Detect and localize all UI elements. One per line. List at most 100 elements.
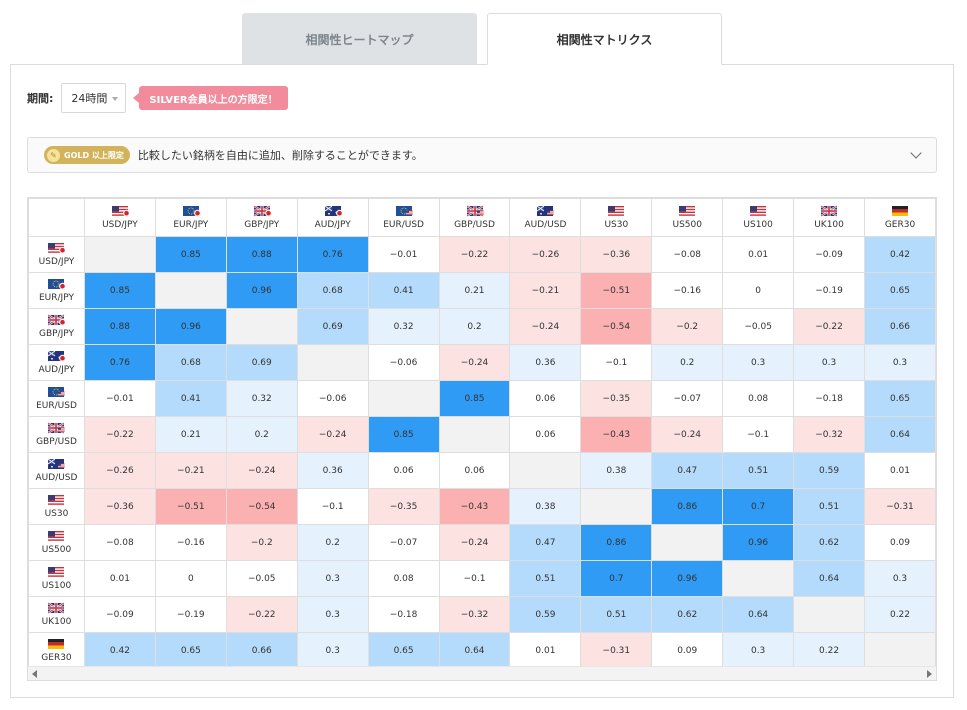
row-header-label: US30 — [44, 508, 69, 519]
correlation-cell: 0.86 — [580, 524, 653, 561]
correlation-cell: −0.43 — [580, 416, 653, 453]
column-header-label: GER30 — [884, 219, 916, 230]
correlation-cell: 0.64 — [864, 416, 936, 453]
tab-correlation-heatmap[interactable]: 相関性ヒートマップ — [242, 13, 477, 65]
correlation-cell: −0.51 — [154, 488, 227, 525]
gold-badge: ✎ GOLD 以上限定 — [44, 146, 130, 164]
correlation-cell: 0.96 — [154, 308, 227, 345]
correlation-cell: 0.3 — [722, 344, 795, 381]
correlation-cell: −0.1 — [722, 416, 795, 453]
flag-icon — [892, 205, 908, 216]
flag-icon — [48, 494, 65, 505]
scroll-right-icon[interactable] — [927, 670, 932, 678]
matrix-row: UK100 −0.09 −0.19 −0.22 0.3 −0.18 −0.32 0.59 0.5… — [28, 596, 936, 633]
correlation-cell: 0.21 — [438, 272, 511, 309]
scroll-left-icon[interactable] — [32, 670, 37, 678]
correlation-cell: 0 — [722, 272, 795, 309]
correlation-cell: 0.06 — [509, 416, 582, 453]
gold-feature-bar[interactable]: ✎ GOLD 以上限定 比較したい銘柄を自由に追加、削除することができます。 — [27, 137, 937, 173]
correlation-cell: 0.41 — [154, 380, 227, 417]
matrix-row: EUR/JPY 0.85 0.96 0.68 0.41 0.21 −0.21 −0.51 −0.… — [28, 272, 936, 309]
chevron-down-icon[interactable] — [910, 147, 922, 159]
flag-icon — [608, 205, 625, 216]
caret-down-icon — [112, 97, 119, 101]
period-value: 24時間 — [71, 92, 108, 105]
column-header: GBP/JPY — [225, 198, 298, 237]
correlation-cell: −0.19 — [793, 272, 865, 309]
correlation-cell: 0.65 — [864, 380, 936, 417]
diagonal-cell — [296, 344, 369, 381]
correlation-cell: −0.22 — [83, 416, 156, 453]
diagonal-cell — [438, 416, 511, 453]
row-header: EUR/JPY — [28, 272, 85, 309]
diagonal-cell — [651, 524, 724, 561]
correlation-cell: −0.22 — [225, 596, 298, 633]
correlation-cell: −0.36 — [580, 236, 653, 273]
correlation-cell: 0.08 — [722, 380, 795, 417]
correlation-cell: −0.32 — [793, 416, 865, 453]
correlation-cell: 0.51 — [509, 560, 582, 597]
period-select[interactable]: 24時間 — [61, 83, 127, 113]
row-header: USD/JPY — [28, 236, 85, 273]
correlation-cell: 0.47 — [651, 452, 724, 489]
correlation-cell: −0.1 — [296, 488, 369, 525]
column-header-label: US100 — [743, 219, 773, 230]
correlation-cell: −0.31 — [864, 488, 936, 525]
correlation-cell: −0.05 — [225, 560, 298, 597]
column-header-label: US500 — [672, 219, 702, 230]
correlation-cell: −0.06 — [367, 344, 440, 381]
column-header-label: EUR/JPY — [173, 219, 209, 230]
correlation-cell: −0.08 — [651, 236, 724, 273]
correlation-cell: 0.3 — [864, 560, 936, 597]
correlation-cell: 0.3 — [864, 344, 936, 381]
row-header: UK100 — [28, 596, 85, 633]
correlation-table: USD/JPY EUR/JPY GBP/JPY AUD/JPY EUR/USD GBP/U… — [28, 198, 936, 669]
column-header-label: GBP/USD — [454, 219, 495, 230]
flag-icon — [679, 205, 696, 216]
horizontal-scrollbar[interactable] — [28, 666, 936, 680]
column-header-label: EUR/USD — [383, 219, 424, 230]
correlation-cell: 0.21 — [154, 416, 227, 453]
correlation-cell: 0.69 — [225, 344, 298, 381]
correlation-cell: 0.08 — [367, 560, 440, 597]
matrix-row: US100 0.01 0 −0.05 0.3 0.08 −0.1 0.51 0.7 0.96 0.6… — [28, 560, 936, 597]
flag-icon — [324, 205, 343, 217]
correlation-cell: −0.24 — [438, 344, 511, 381]
column-header-label: USD/JPY — [102, 219, 138, 230]
column-header: EUR/JPY — [154, 198, 227, 237]
correlation-cell: −0.43 — [438, 488, 511, 525]
flag-icon — [47, 421, 66, 434]
correlation-cell: 0.32 — [225, 380, 298, 417]
correlation-cell: 0.62 — [651, 596, 724, 633]
matrix-row: GER30 0.42 0.65 0.66 0.3 0.65 0.64 0.01 −0.31 0.0… — [28, 632, 936, 669]
correlation-cell: 0.01 — [722, 236, 795, 273]
correlation-cell: 0.2 — [296, 524, 369, 561]
row-header: GBP/JPY — [28, 308, 85, 345]
correlation-cell: 0.65 — [367, 632, 440, 669]
correlation-cell: 0.06 — [367, 452, 440, 489]
gold-coin-icon: ✎ — [47, 148, 60, 162]
correlation-cell: 0.2 — [438, 308, 511, 345]
tab-bar: 相関性ヒートマップ 相関性マトリクス — [242, 13, 722, 65]
row-header-label: AUD/USD — [35, 472, 78, 483]
correlation-cell: −0.06 — [296, 380, 369, 417]
correlation-cell: −0.2 — [651, 308, 724, 345]
correlation-cell: 0.3 — [296, 560, 369, 597]
tab-correlation-matrix[interactable]: 相関性マトリクス — [487, 13, 722, 65]
correlation-cell: 0.06 — [509, 380, 582, 417]
correlation-cell: 0.51 — [580, 596, 653, 633]
gold-feature-text: 比較したい銘柄を自由に追加、削除することができます。 — [137, 149, 423, 162]
correlation-cell: −0.36 — [83, 488, 156, 525]
correlation-cell: 0.7 — [722, 488, 795, 525]
matrix-row: GBP/USD −0.22 0.21 0.2 −0.24 0.85 0.06 −0.43 −0.… — [28, 416, 936, 453]
column-header-label: GBP/JPY — [244, 219, 280, 230]
correlation-cell: 0.36 — [296, 452, 369, 489]
row-header-label: US100 — [41, 580, 72, 591]
correlation-cell: −0.18 — [793, 380, 865, 417]
row-header: US500 — [28, 524, 85, 561]
correlation-cell: 0.68 — [296, 272, 369, 309]
correlation-cell: 0.64 — [722, 596, 795, 633]
flag-icon — [111, 205, 130, 217]
matrix-row: US500 −0.08 −0.16 −0.2 0.2 −0.07 −0.24 0.47 0.86… — [28, 524, 936, 561]
correlation-cell: −0.09 — [83, 596, 156, 633]
